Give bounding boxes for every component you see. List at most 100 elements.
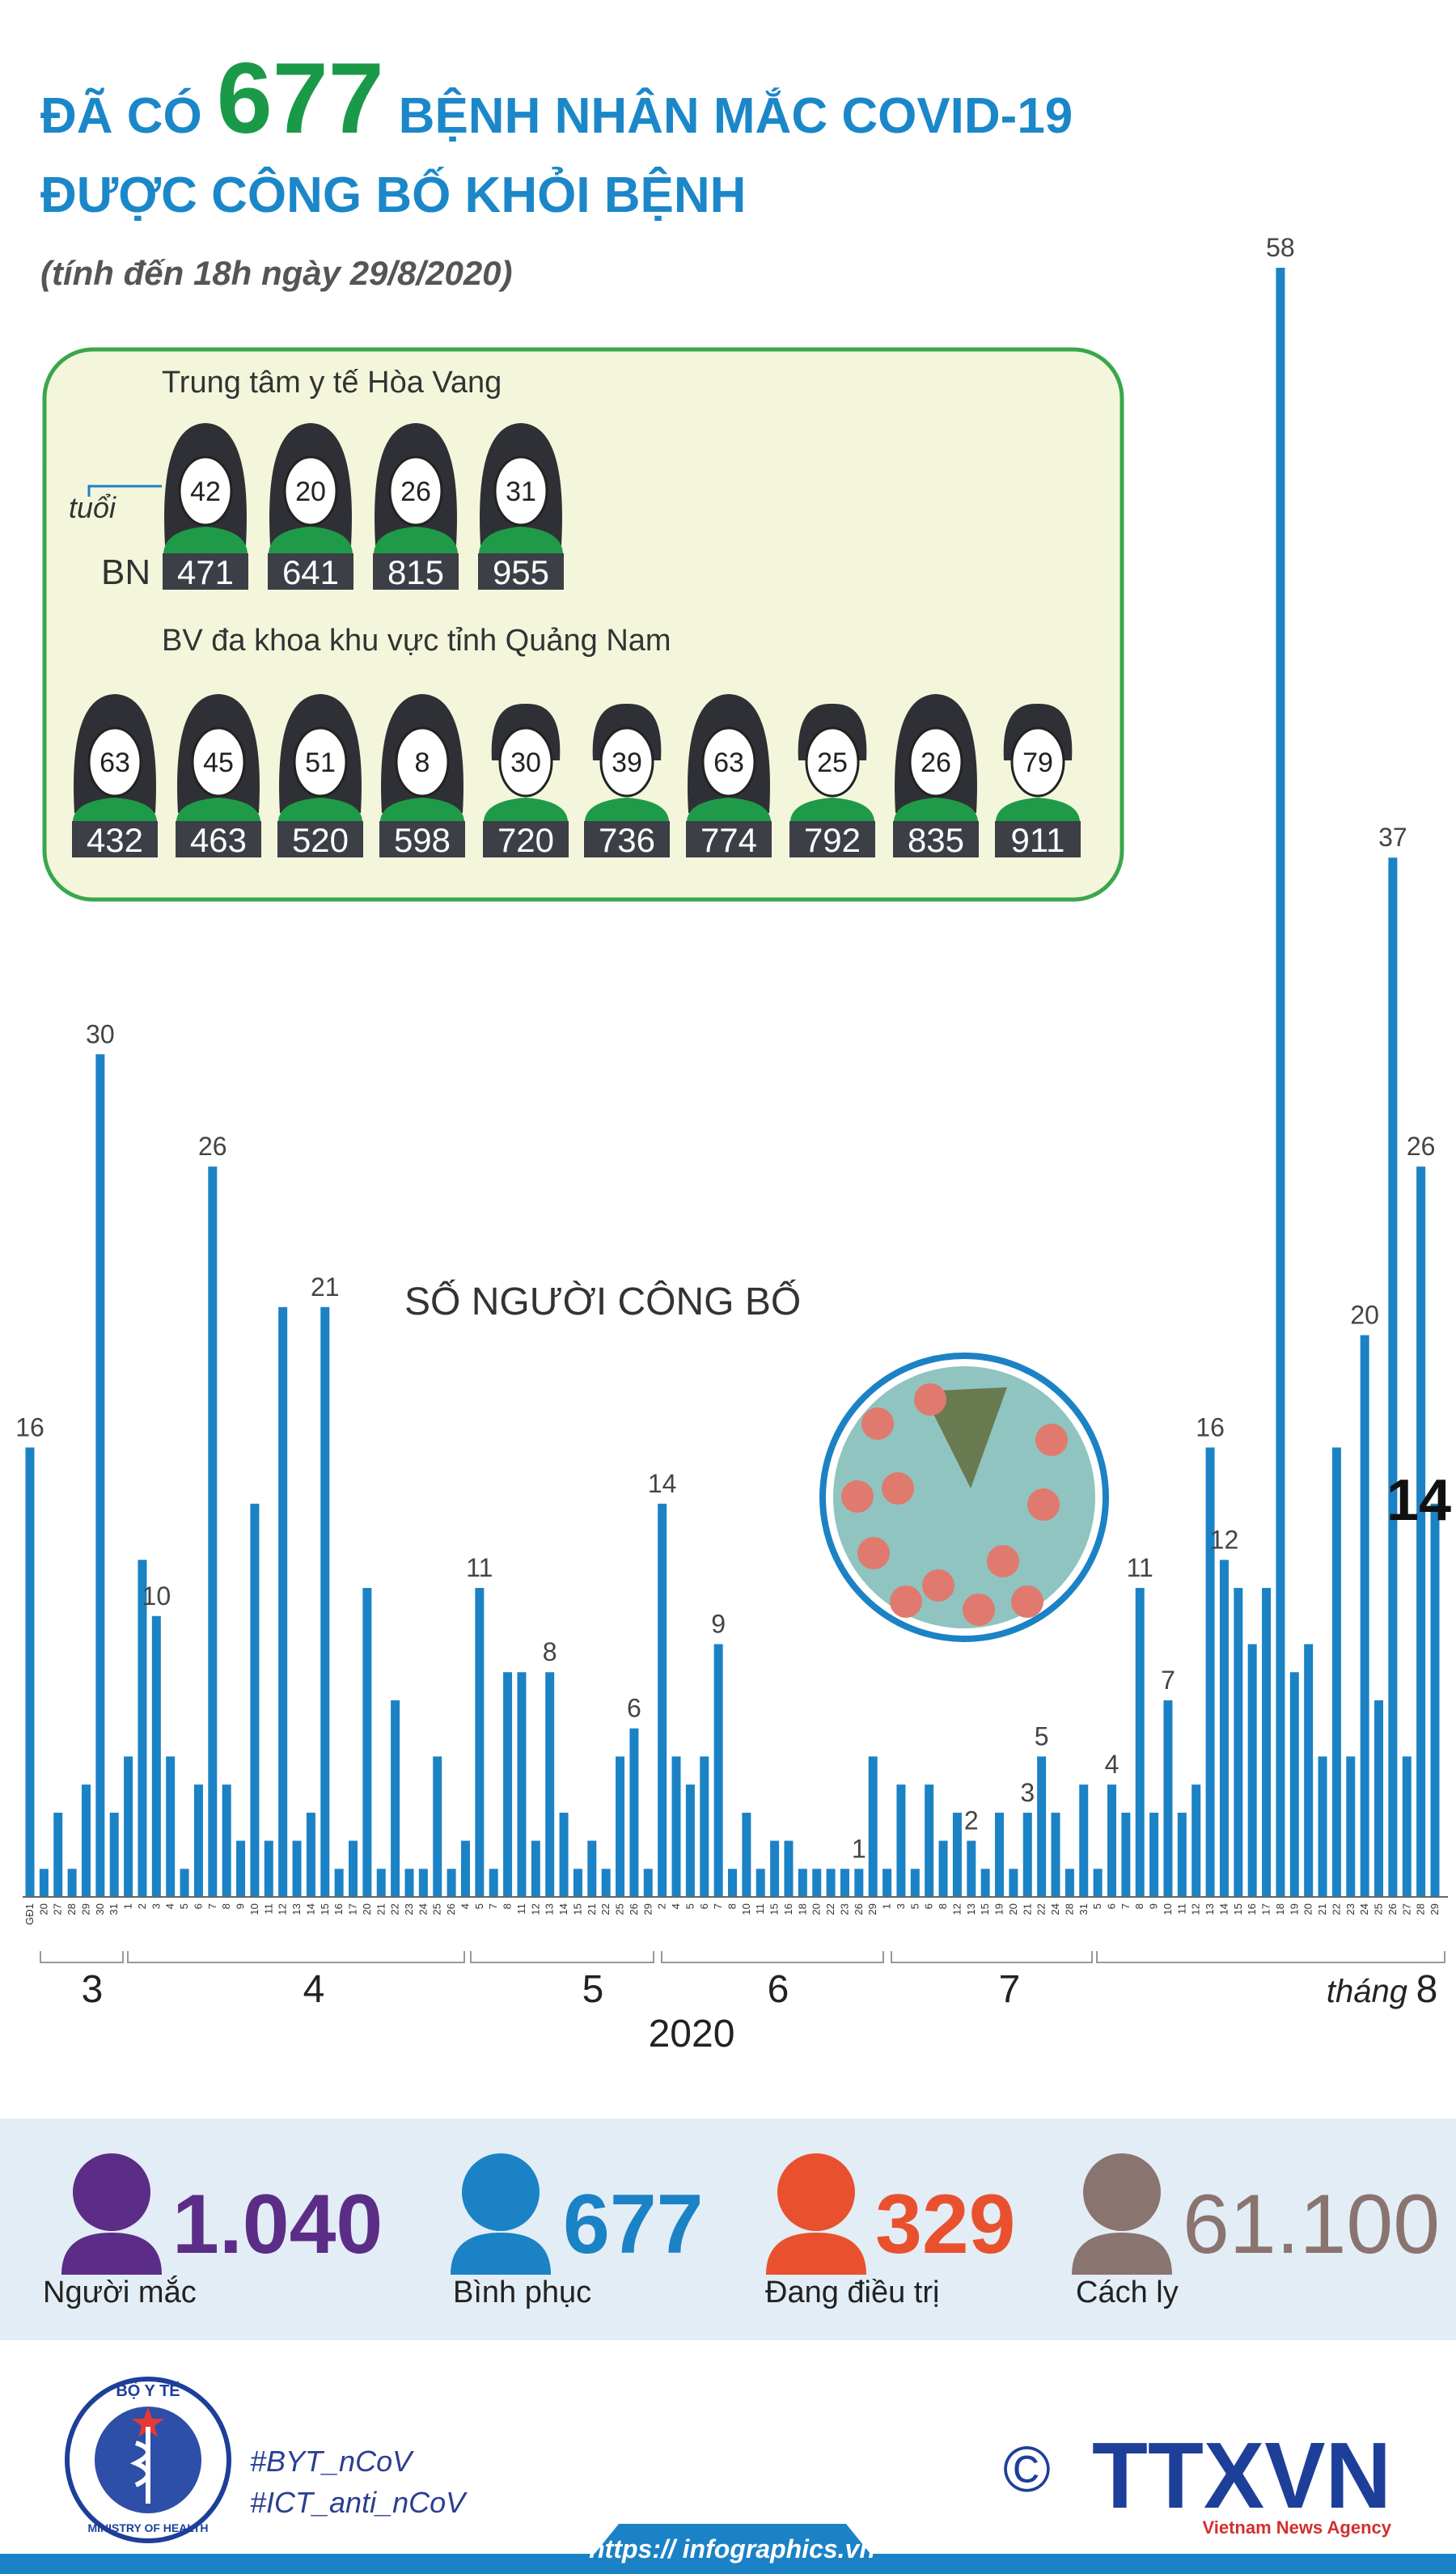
x-tick-label: 12 xyxy=(1190,1903,1202,1915)
shirt xyxy=(996,798,1080,821)
x-tick-label: 15 xyxy=(319,1903,331,1915)
x-tick-label: 29 xyxy=(1428,1903,1441,1915)
title-suffix: BỆNH NHÂN MẮC COVID-19 xyxy=(399,88,1073,144)
stat-label: Đang điều trị xyxy=(765,2276,939,2309)
hashtag: #ICT_anti_nCoV xyxy=(250,2486,468,2519)
x-tick-label: 7 xyxy=(1120,1903,1132,1909)
bar xyxy=(840,1869,849,1897)
x-tick-label: 13 xyxy=(965,1903,977,1915)
bar xyxy=(742,1812,751,1897)
patient-id: 471 xyxy=(177,553,234,591)
bar xyxy=(658,1503,667,1897)
value-label: 58 xyxy=(1266,233,1295,262)
face xyxy=(805,726,860,798)
bar xyxy=(320,1306,330,1897)
x-tick-label: 23 xyxy=(838,1903,850,1915)
bar xyxy=(278,1306,288,1897)
face xyxy=(87,726,142,798)
value-label: 10 xyxy=(142,1581,171,1611)
bar xyxy=(685,1784,695,1897)
x-tick-label: 30 xyxy=(94,1903,106,1915)
virus-spike xyxy=(861,1408,894,1440)
bar xyxy=(1416,1166,1426,1897)
age-pointer xyxy=(87,485,162,497)
x-tick-label: 31 xyxy=(1077,1903,1090,1915)
face xyxy=(395,726,450,798)
x-tick-label: 13 xyxy=(544,1903,556,1915)
bar xyxy=(138,1560,147,1897)
bar xyxy=(616,1756,625,1897)
id-box xyxy=(163,553,248,590)
bar xyxy=(854,1869,864,1897)
person-head xyxy=(777,2153,855,2231)
x-tick-label: 26 xyxy=(445,1903,457,1915)
bar xyxy=(151,1615,161,1897)
bar xyxy=(545,1672,555,1897)
x-tick-label: 5 xyxy=(178,1903,190,1909)
x-tick-label: GĐ1 xyxy=(23,1903,36,1925)
x-tick-label: 21 xyxy=(1316,1903,1328,1915)
bar xyxy=(868,1756,878,1897)
bar xyxy=(109,1812,119,1897)
face xyxy=(388,455,443,527)
bar xyxy=(222,1784,231,1897)
month-prefix: tháng xyxy=(1327,1974,1407,2009)
bar xyxy=(460,1840,470,1897)
shirt xyxy=(73,798,157,821)
bar xyxy=(124,1756,133,1897)
bar xyxy=(1079,1784,1089,1897)
virus-spike xyxy=(922,1569,954,1602)
x-tick-label: 4 xyxy=(459,1903,471,1909)
x-tick-label: 5 xyxy=(908,1903,921,1909)
bar xyxy=(1149,1812,1159,1897)
person-head xyxy=(1083,2153,1161,2231)
value-label: 9 xyxy=(711,1609,726,1638)
month-label: 7 xyxy=(999,1968,1021,2011)
x-tick-label: 22 xyxy=(599,1903,612,1915)
year: 2020 xyxy=(649,2013,735,2055)
patient-id: 463 xyxy=(190,821,247,859)
shirt xyxy=(278,798,362,821)
value-label: 7 xyxy=(1161,1666,1175,1695)
bar xyxy=(756,1869,765,1897)
age: 8 xyxy=(415,747,430,778)
copyright: © xyxy=(1003,2433,1051,2505)
stat-value: 1.040 xyxy=(172,2178,383,2271)
bar xyxy=(489,1869,498,1897)
bar xyxy=(826,1869,836,1897)
x-tick-label: 27 xyxy=(1400,1903,1412,1915)
bar xyxy=(1022,1812,1032,1897)
x-tick-label: 6 xyxy=(698,1903,710,1909)
x-tick-label: 11 xyxy=(754,1903,766,1915)
bar xyxy=(770,1840,780,1897)
x-tick-label: 22 xyxy=(824,1903,836,1915)
x-tick-label: 20 xyxy=(361,1903,373,1915)
value-label: 30 xyxy=(86,1019,115,1048)
x-tick-label: 13 xyxy=(290,1903,303,1915)
logo-caduceus xyxy=(129,2427,150,2504)
x-tick-label: 25 xyxy=(431,1903,443,1915)
bar xyxy=(180,1869,189,1897)
month-bracket xyxy=(891,1951,1093,1963)
bar xyxy=(264,1840,273,1897)
month-bracket xyxy=(127,1951,465,1963)
x-tick-label: 6 xyxy=(1105,1903,1117,1909)
face xyxy=(498,726,553,798)
bar xyxy=(671,1756,681,1897)
patient-id: 774 xyxy=(700,821,757,859)
bar xyxy=(925,1784,934,1897)
age: 31 xyxy=(506,476,536,507)
bar xyxy=(1276,268,1285,1897)
bar xyxy=(798,1869,807,1897)
x-tick-label: 4 xyxy=(164,1903,176,1909)
bar xyxy=(882,1869,892,1897)
shirt xyxy=(380,798,464,821)
shirt xyxy=(687,798,771,821)
bar xyxy=(1289,1672,1299,1897)
stat-label: Người mắc xyxy=(43,2275,197,2309)
face xyxy=(293,726,348,798)
x-tick-label: 25 xyxy=(614,1903,626,1915)
month-bracket xyxy=(1096,1951,1445,1963)
